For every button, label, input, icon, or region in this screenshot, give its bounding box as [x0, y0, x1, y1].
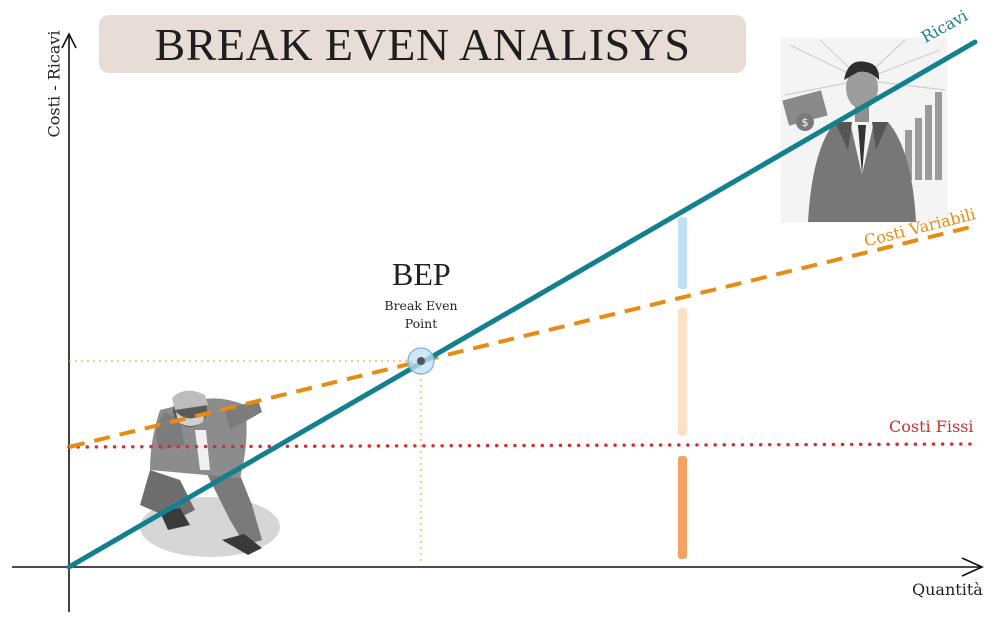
bep-label: BEP — [392, 256, 451, 292]
y-axis — [61, 32, 77, 612]
businessman-icon: $ — [781, 38, 947, 223]
bep-sublabel-line1: Break Even — [384, 298, 458, 313]
title-banner: BREAK EVEN ANALISYS — [99, 15, 746, 73]
x-axis-label: Quantità — [912, 580, 983, 599]
costi-fissi-line — [67, 442, 977, 449]
bep-sublabel-line2: Point — [404, 316, 438, 331]
bep-marker — [407, 347, 435, 375]
page-title: BREAK EVEN ANALISYS — [154, 18, 691, 70]
ricavi-line — [66, 39, 978, 570]
stressed-man-icon — [140, 390, 280, 557]
fissi-bar — [678, 456, 687, 559]
ricavi-bar — [678, 217, 687, 289]
x-axis — [12, 557, 984, 577]
svg-text:$: $ — [802, 116, 809, 129]
y-axis-label: Costi - Ricavi — [44, 30, 64, 138]
bep-sublabel: Break Even Point — [366, 297, 476, 333]
costi-variabili-line — [68, 224, 976, 449]
variabili-bar — [678, 308, 687, 436]
costi-fissi-label: Costi Fissi — [889, 417, 974, 436]
